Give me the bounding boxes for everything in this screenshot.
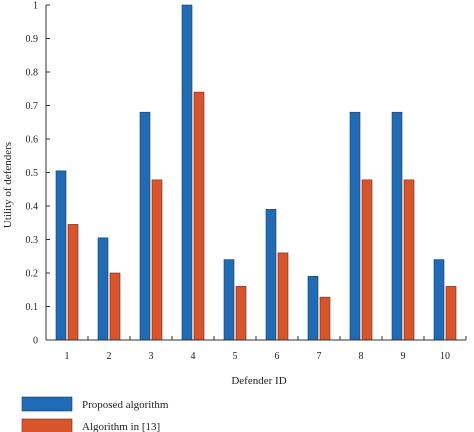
x-tick-label: 1	[65, 351, 70, 362]
bar-algorithm-in-13	[445, 286, 457, 341]
x-axis: 1 2 3 4 5 6 7 8 9 10	[46, 336, 467, 362]
bar-proposed-algorithm	[307, 276, 319, 341]
bar-proposed-algorithm	[139, 111, 151, 341]
bar-proposed-algorithm	[181, 4, 193, 341]
y-tick-label: 0.5	[26, 168, 39, 179]
bar-proposed-algorithm	[97, 237, 109, 341]
bar-algorithm-in-13	[67, 224, 79, 341]
y-axis-title: Utility of defenders	[2, 142, 14, 228]
x-tick-label: 4	[191, 351, 196, 362]
y-tick-label: 0.1	[26, 302, 39, 313]
bar-algorithm-in-13	[361, 179, 373, 341]
bar-algorithm-in-13	[235, 286, 247, 341]
y-tick-label: 0.7	[26, 101, 39, 112]
bar-proposed-algorithm	[433, 259, 445, 341]
x-tick-label: 6	[275, 351, 280, 362]
y-tick-label: 0.2	[26, 269, 39, 280]
bar-proposed-algorithm	[55, 170, 67, 341]
x-tick-label: 8	[359, 351, 364, 362]
x-tick-label: 7	[317, 351, 322, 362]
bar-algorithm-in-13	[277, 252, 289, 341]
legend-swatch	[21, 396, 73, 412]
legend-label: Proposed algorithm	[82, 399, 169, 411]
plot-area	[55, 4, 457, 341]
bar-proposed-algorithm	[223, 259, 235, 341]
y-tick-label: 0.3	[26, 235, 39, 246]
y-tick-label: 0.6	[26, 135, 39, 146]
bar-algorithm-in-13	[319, 296, 331, 341]
bar-proposed-algorithm	[349, 111, 361, 341]
y-tick-label: 0.9	[26, 34, 39, 45]
bar-algorithm-in-13	[151, 179, 163, 341]
legend: Proposed algorithm Algorithm in [13]	[21, 396, 169, 432]
legend-label: Algorithm in [13]	[82, 421, 160, 432]
y-axis: 0 0.1 0.2 0.3 0.4 0.5 0.6 0.7 0.8 0.9 1	[26, 1, 50, 347]
x-tick-label: 3	[149, 351, 154, 362]
x-axis-title: Defender ID	[231, 375, 286, 387]
y-tick-label: 1	[33, 1, 38, 12]
bar-algorithm-in-13	[193, 91, 205, 341]
bar-proposed-algorithm	[265, 209, 277, 341]
x-tick-label: 5	[233, 351, 238, 362]
y-tick-label: 0.4	[26, 202, 39, 213]
legend-swatch	[21, 418, 73, 432]
y-tick-label: 0	[33, 336, 38, 347]
y-tick-label: 0.8	[26, 68, 39, 79]
bar-proposed-algorithm	[391, 111, 403, 341]
x-tick-label: 10	[440, 351, 450, 362]
x-tick-label: 9	[401, 351, 406, 362]
bar-algorithm-in-13	[403, 179, 415, 341]
x-tick-label: 2	[107, 351, 112, 362]
bar-algorithm-in-13	[109, 272, 121, 341]
